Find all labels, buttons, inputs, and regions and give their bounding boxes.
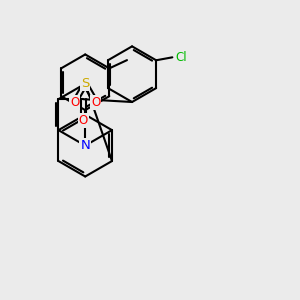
Text: O: O — [91, 96, 101, 109]
Text: O: O — [79, 114, 88, 127]
Text: Cl: Cl — [175, 51, 187, 64]
Text: S: S — [81, 77, 89, 90]
Text: N: N — [80, 139, 90, 152]
Text: O: O — [70, 96, 79, 109]
